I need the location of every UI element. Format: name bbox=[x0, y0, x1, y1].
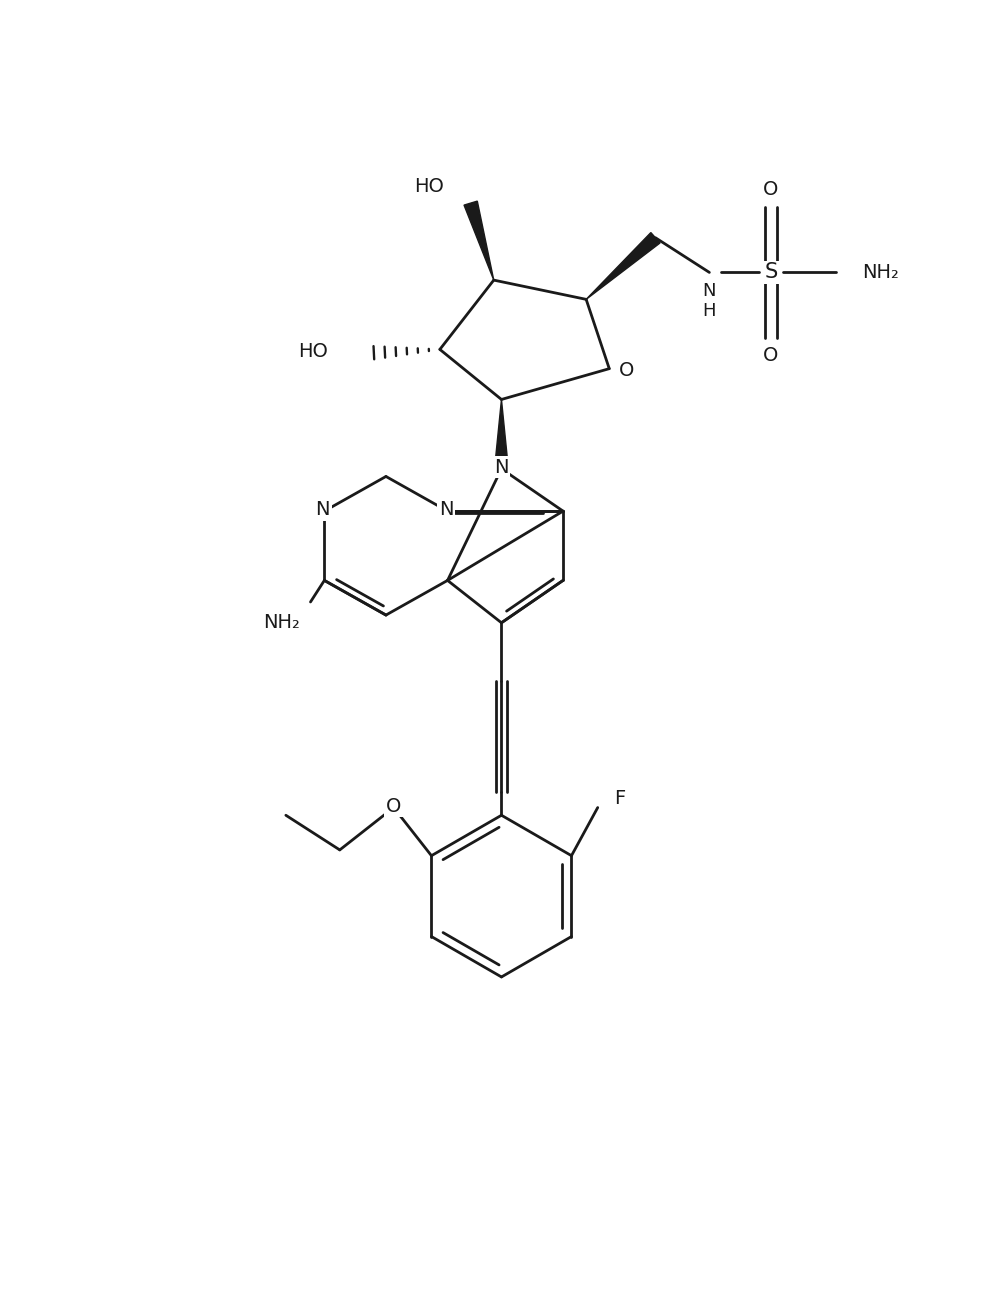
Polygon shape bbox=[586, 233, 659, 300]
Text: F: F bbox=[613, 788, 624, 808]
Polygon shape bbox=[463, 201, 493, 280]
Text: N: N bbox=[315, 501, 330, 519]
Text: NH₂: NH₂ bbox=[264, 614, 300, 632]
Text: O: O bbox=[618, 361, 633, 380]
Text: NH₂: NH₂ bbox=[861, 263, 898, 283]
Text: N: N bbox=[493, 457, 509, 477]
Text: HO: HO bbox=[413, 176, 443, 196]
Text: N: N bbox=[438, 501, 452, 519]
Text: S: S bbox=[763, 263, 776, 283]
Text: O: O bbox=[385, 796, 401, 816]
Text: HO: HO bbox=[298, 342, 328, 361]
Text: O: O bbox=[762, 180, 778, 198]
Polygon shape bbox=[494, 399, 508, 469]
Text: N
H: N H bbox=[702, 281, 715, 321]
Text: O: O bbox=[762, 346, 778, 365]
